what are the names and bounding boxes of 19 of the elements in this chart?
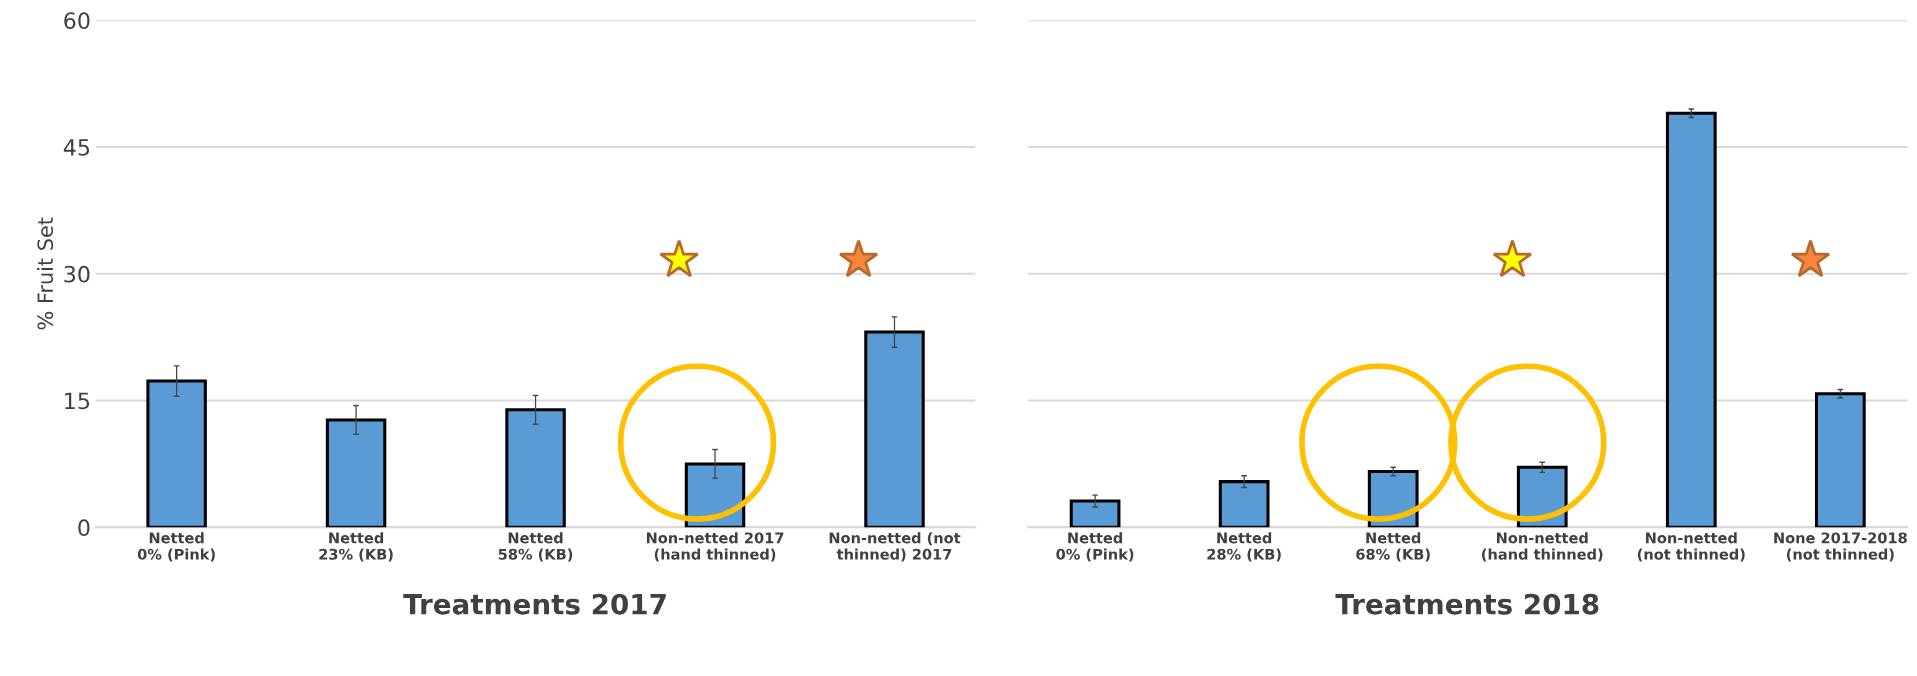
x-axis-title: Treatments 2018 <box>1335 593 1599 615</box>
y-tick-label: 45 <box>63 139 90 156</box>
y-tick-label: 0 <box>78 519 90 537</box>
y-tick-label: 15 <box>65 392 90 410</box>
x-tick-label: Netted 28% (KB) <box>1207 532 1281 562</box>
y-tick-label: 30 <box>64 265 90 283</box>
x-tick-label: Netted 68% (KB) <box>1356 532 1430 562</box>
x-tick-label: Non-netted (not thinned) <box>1637 532 1745 562</box>
x-tick-label: Netted 58% (KB) <box>498 532 573 562</box>
x-tick-label: Non-netted 2017 (hand thinned) <box>646 532 784 562</box>
x-tick-label: Netted 0% (Pink) <box>137 532 215 562</box>
y-axis-title: % Fruit Set <box>36 217 54 330</box>
x-tick-label: None 2017-2018 (not thinned) <box>1774 532 1907 562</box>
y-tick-label: 60 <box>64 12 90 30</box>
x-tick-label: Non-netted (not thinned) 2017 <box>829 532 961 562</box>
x-tick-label: Netted 23% (KB) <box>319 532 393 562</box>
x-tick-label: Non-netted (hand thinned) <box>1482 532 1603 562</box>
x-tick-label: Netted 0% (Pink) <box>1056 532 1134 562</box>
x-axis-title: Treatments 2017 <box>403 593 666 615</box>
